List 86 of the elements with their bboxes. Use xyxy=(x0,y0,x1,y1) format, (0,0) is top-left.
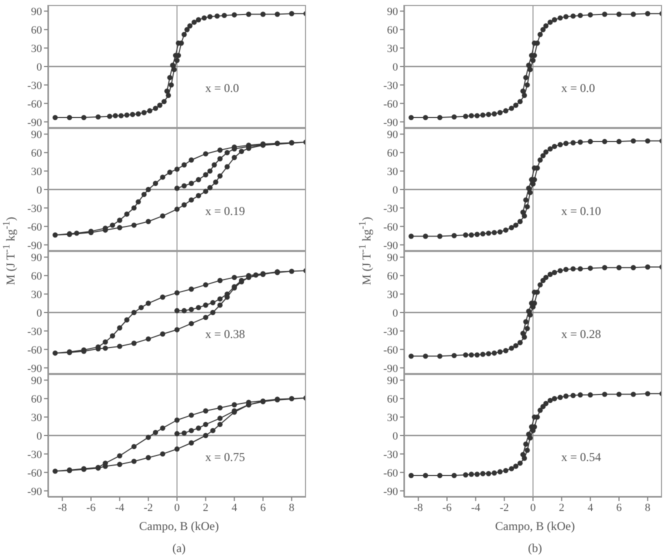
y-tick-label: 0 xyxy=(36,184,42,196)
y-tick-label: -30 xyxy=(27,448,42,461)
x-axis-title: Campo, B (kOe) xyxy=(494,519,576,534)
y-tick-label: -90 xyxy=(383,362,398,375)
y-tick-label: 90 xyxy=(31,6,42,18)
y-tick-label: -30 xyxy=(383,448,398,461)
y-tick-label: -30 xyxy=(27,202,42,215)
y-tick-label: -60 xyxy=(383,467,398,480)
x-tick-label: 6 xyxy=(260,502,266,514)
y-tick-label: 30 xyxy=(31,288,42,301)
y-tick-label: 60 xyxy=(387,24,398,37)
y-tick-label: 30 xyxy=(387,166,398,178)
y-tick-label: -30 xyxy=(27,80,42,92)
x-tick-label: -6 xyxy=(442,502,452,514)
y-tick-label: 60 xyxy=(31,270,42,283)
text: (b) xyxy=(527,541,543,556)
x-axis-title: Campo, B (kOe) xyxy=(138,519,220,534)
x-tick-label: -4 xyxy=(115,502,125,514)
annotation: x = 0.28 xyxy=(561,327,601,342)
y-tick-label: 30 xyxy=(31,412,42,424)
x-tick-label: 4 xyxy=(232,502,238,514)
x-tick-label: 6 xyxy=(616,502,622,514)
y-tick-label: 30 xyxy=(31,42,42,55)
annotation: x = 0.54 xyxy=(561,450,601,466)
annotation: x = 0.19 xyxy=(205,204,245,220)
y-tick-label: 60 xyxy=(387,148,398,160)
y-tick-label: 60 xyxy=(31,24,42,37)
y-tick-label: 0 xyxy=(392,430,398,442)
y-tick-label: -30 xyxy=(383,202,398,215)
y-tick-label: 30 xyxy=(31,166,42,178)
y-tick-label: 30 xyxy=(387,42,398,55)
y-tick-label: 0 xyxy=(392,61,398,74)
annotation: x = 0.0 xyxy=(561,81,595,96)
y-tick-label: -90 xyxy=(383,486,398,498)
y-tick-label: 0 xyxy=(36,307,42,320)
y-tick-label: 60 xyxy=(31,394,42,406)
y-tick-label: -90 xyxy=(27,240,42,252)
y-tick-label: 0 xyxy=(392,184,398,196)
y-tick-label: -60 xyxy=(27,98,42,110)
y-tick-label: 90 xyxy=(31,375,42,388)
y-tick-label: -90 xyxy=(383,116,398,129)
y-tick-label: -30 xyxy=(383,326,398,338)
y-tick-label: 0 xyxy=(36,61,42,74)
y-tick-label: -90 xyxy=(27,486,42,498)
y-tick-label: -60 xyxy=(383,221,398,234)
annotation: x = 0.75 xyxy=(205,450,245,466)
annotation: x = 0.38 xyxy=(205,327,245,342)
x-tick-label: -2 xyxy=(144,502,153,514)
x-tick-label: -8 xyxy=(414,502,424,514)
x-tick-label: 4 xyxy=(588,502,594,514)
text: (a) xyxy=(171,541,187,556)
y-tick-label: 60 xyxy=(387,394,398,406)
y-tick-label: 90 xyxy=(387,375,398,388)
x-tick-label: 0 xyxy=(174,502,180,514)
y-tick-label: 90 xyxy=(387,129,398,142)
y-tick-label: -60 xyxy=(27,221,42,234)
y-tick-label: -60 xyxy=(27,344,42,356)
y-tick-label: -60 xyxy=(383,98,398,110)
y-tick-label: -60 xyxy=(383,344,398,356)
y-tick-label: 30 xyxy=(387,288,398,301)
y-tick-label: -90 xyxy=(27,116,42,129)
y-tick-label: 90 xyxy=(31,129,42,142)
x-tick-label: 8 xyxy=(288,502,295,514)
y-tick-label: 0 xyxy=(392,307,398,320)
y-tick-label: 30 xyxy=(387,412,398,424)
y-tick-label: 90 xyxy=(387,252,398,264)
y-tick-label: -60 xyxy=(27,467,42,480)
x-tick-label: -4 xyxy=(471,502,481,514)
annotation: x = 0.10 xyxy=(561,204,601,220)
y-tick-label: 0 xyxy=(36,430,42,442)
x-tick-label: -6 xyxy=(86,502,96,514)
x-tick-label: 2 xyxy=(558,502,564,514)
y-tick-label: -30 xyxy=(383,80,398,92)
x-tick-label: -8 xyxy=(58,502,68,514)
x-tick-label: -2 xyxy=(500,502,509,514)
x-tick-label: 2 xyxy=(202,502,208,514)
y-tick-label: -90 xyxy=(27,362,42,375)
x-tick-label: 0 xyxy=(530,502,536,514)
y-tick-label: 90 xyxy=(387,6,398,18)
y-tick-label: 60 xyxy=(387,270,398,283)
y-tick-label: -90 xyxy=(383,240,398,252)
y-tick-label: -30 xyxy=(27,326,42,338)
annotation: x = 0.0 xyxy=(205,81,239,96)
x-tick-label: 8 xyxy=(644,502,651,514)
y-tick-label: 60 xyxy=(31,148,42,160)
y-tick-label: 90 xyxy=(31,252,42,264)
